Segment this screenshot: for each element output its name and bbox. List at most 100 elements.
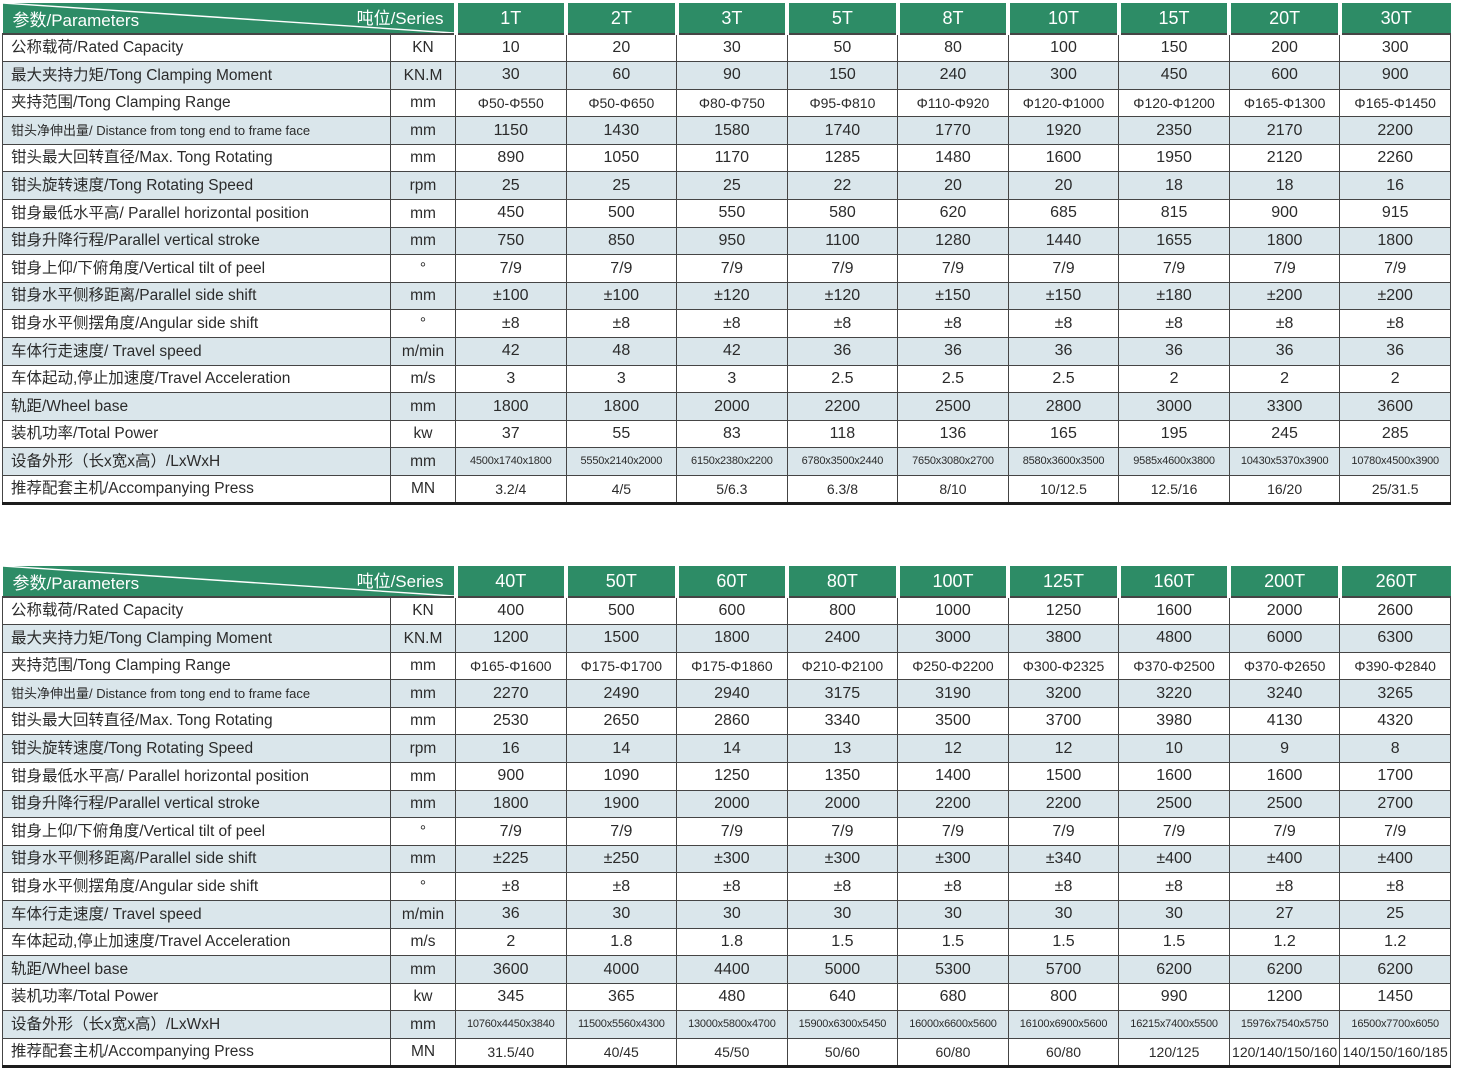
value-cell: 12 xyxy=(897,734,1009,764)
value-cell: 345 xyxy=(455,982,567,1012)
value-cell: 20 xyxy=(1007,171,1120,201)
value-cell: 915 xyxy=(1339,199,1451,228)
table-row: 钳头旋转速度/Tong Rotating Speed rpm 16 14 14 13 12 1… xyxy=(2,734,1451,764)
value-cell: Φ370-Φ2500 xyxy=(1118,651,1230,681)
value-cell: 1.2 xyxy=(1339,927,1451,957)
value-cell: ±180 xyxy=(1118,281,1230,311)
value-cell: ±8 xyxy=(897,872,1009,902)
value-cell: 1480 xyxy=(897,143,1009,173)
value-cell: 3 xyxy=(565,364,678,394)
value-cell: 2350 xyxy=(1118,116,1230,145)
value-cell: ±300 xyxy=(897,844,1009,874)
table-row: 钳身最低水平高/ Parallel horizontal position mm 4… xyxy=(2,199,1451,228)
row-unit: mm xyxy=(390,789,456,819)
value-cell: 140/150/160/185 xyxy=(1339,1038,1451,1068)
value-cell: 365 xyxy=(565,982,678,1012)
value-cell: ±400 xyxy=(1228,844,1341,874)
value-cell: 25 xyxy=(1339,900,1451,929)
spec-table-lower-series: 吨位/Series 参数/Parameters 40T 50T 60T 80T 100T 12… xyxy=(2,566,1451,1068)
row-label: 车体行走速度/ Travel speed xyxy=(2,900,391,929)
table-row: 钳身水平侧摆角度/Angular side shift ° ±8 ±8 ±8 ±8 ±8 ±8… xyxy=(2,309,1451,339)
value-cell: 9585x4600x3800 xyxy=(1118,447,1230,476)
row-label: 装机功率/Total Power xyxy=(2,419,391,449)
value-cell: 18 xyxy=(1228,171,1341,201)
value-cell: 60 xyxy=(565,61,678,90)
corner-header-inner: 吨位/Series 参数/Parameters xyxy=(2,3,452,32)
value-cell: 500 xyxy=(565,199,678,228)
value-cell: 10/12.5 xyxy=(1007,475,1120,505)
value-cell: 1740 xyxy=(786,116,899,145)
value-cell: 80 xyxy=(897,33,1009,63)
value-cell: 42 xyxy=(455,337,567,366)
row-unit: mm xyxy=(390,762,456,791)
param-header-label: 参数/Parameters xyxy=(12,11,140,30)
value-cell: 3 xyxy=(455,364,567,394)
table-row: 最大夹持力矩/Tong Clamping Moment KN.M 1200 1500 1… xyxy=(2,624,1451,653)
value-cell: 1800 xyxy=(455,789,567,819)
value-cell: 165 xyxy=(1007,419,1120,449)
value-cell: Φ50-Φ650 xyxy=(565,88,678,118)
value-cell: 3 xyxy=(676,364,788,394)
row-unit: KN xyxy=(390,596,456,626)
row-unit: m/min xyxy=(390,900,456,929)
row-label: 夹持范围/Tong Clamping Range xyxy=(2,651,391,681)
table-row: 轨距/Wheel base mm 1800 1800 2000 2200 2500 2800 3… xyxy=(2,392,1451,421)
value-cell: 2170 xyxy=(1228,116,1341,145)
value-cell: 1440 xyxy=(1007,226,1120,256)
value-cell: ±8 xyxy=(786,872,899,902)
table-row: 钳身水平侧移距离/Parallel side shift mm ±225 ±250 ±3… xyxy=(2,844,1451,874)
value-cell: 1800 xyxy=(455,392,567,421)
value-cell: 2270 xyxy=(455,679,567,708)
value-cell: 600 xyxy=(676,596,788,626)
value-cell: 900 xyxy=(455,762,567,791)
table-row: 钳头净伸出量/ Distance from tong end to frame … xyxy=(2,679,1451,708)
value-cell: Φ175-Φ1860 xyxy=(676,651,788,681)
series-column-header: 200T xyxy=(1227,566,1342,598)
value-cell: 7/9 xyxy=(1007,254,1120,283)
value-cell: ±8 xyxy=(1339,872,1451,902)
value-cell: 45/50 xyxy=(676,1038,788,1068)
value-cell: 136 xyxy=(897,419,1009,449)
value-cell: 30 xyxy=(897,900,1009,929)
value-cell: 150 xyxy=(1118,33,1230,63)
value-cell: 1100 xyxy=(786,226,899,256)
row-label: 钳身水平侧移距离/Parallel side shift xyxy=(2,281,391,311)
table-row: 钳头最大回转直径/Max. Tong Rotating mm 2530 2650 286… xyxy=(2,706,1451,736)
value-cell: 6150x2380x2200 xyxy=(676,447,788,476)
value-cell: 36 xyxy=(455,900,567,929)
value-cell: 400 xyxy=(455,596,567,626)
table-row: 钳身升降行程/Parallel vertical stroke mm 750 850 9… xyxy=(2,226,1451,256)
table-row: 车体行走速度/ Travel speed m/min 36 30 30 30 30 30 30 2… xyxy=(2,900,1451,929)
row-label: 钳身水平侧摆角度/Angular side shift xyxy=(2,309,391,339)
value-cell: 18 xyxy=(1118,171,1230,201)
value-cell: 2000 xyxy=(1228,596,1341,626)
series-column-header: 10T xyxy=(1006,3,1121,35)
value-cell: 2200 xyxy=(1339,116,1451,145)
value-cell: ±8 xyxy=(1118,309,1230,339)
value-cell: 1090 xyxy=(565,762,678,791)
value-cell: 20 xyxy=(897,171,1009,201)
row-unit: m/s xyxy=(390,927,456,957)
value-cell: 2530 xyxy=(455,706,567,736)
value-cell: 5300 xyxy=(897,955,1009,984)
table-row: 钳身水平侧摆角度/Angular side shift ° ±8 ±8 ±8 ±8 ±8 ±8… xyxy=(2,872,1451,902)
value-cell: 6780x3500x2440 xyxy=(786,447,899,476)
value-cell: Φ120-Φ1000 xyxy=(1007,88,1120,118)
value-cell: 36 xyxy=(786,337,899,366)
value-cell: Φ50-Φ550 xyxy=(455,88,567,118)
row-unit: MN xyxy=(390,475,456,505)
value-cell: 15976x7540x5750 xyxy=(1228,1010,1341,1039)
value-cell: 3340 xyxy=(786,706,899,736)
value-cell: 30 xyxy=(565,900,678,929)
value-cell: 7/9 xyxy=(565,817,678,846)
value-cell: 7/9 xyxy=(676,254,788,283)
value-cell: 2500 xyxy=(897,392,1009,421)
value-cell: 3265 xyxy=(1339,679,1451,708)
value-cell: ±8 xyxy=(1228,309,1341,339)
table-row: 钳头旋转速度/Tong Rotating Speed rpm 25 25 25 22 20 2… xyxy=(2,171,1451,201)
value-cell: 1285 xyxy=(786,143,899,173)
row-label: 推荐配套主机/Accompanying Press xyxy=(2,1038,391,1068)
value-cell: 27 xyxy=(1228,900,1341,929)
value-cell: ±8 xyxy=(1339,309,1451,339)
value-cell: 2700 xyxy=(1339,789,1451,819)
